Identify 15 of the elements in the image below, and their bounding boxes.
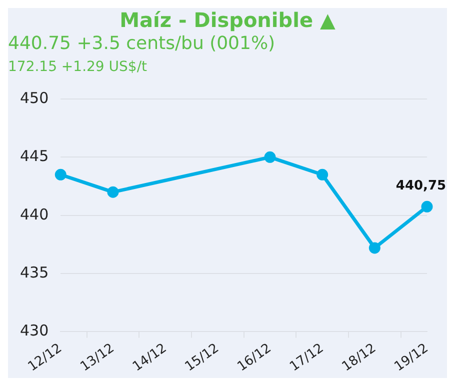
point <box>316 168 328 180</box>
y-tick-label: 445 <box>20 147 49 166</box>
point <box>54 168 66 180</box>
text: 172.15 +1.29 US$/t <box>8 58 148 77</box>
y-tick-label: 440 <box>20 205 49 224</box>
data-label: 440,75 <box>396 178 446 194</box>
y-tick-label: 430 <box>20 322 49 340</box>
chart-title: Maíz - Disponible ▲ <box>118 8 336 32</box>
point <box>107 186 119 198</box>
chart-subtitle: 440.75 +3.5 cents/bu (001%) <box>8 32 276 56</box>
y-tick-label: 450 <box>20 88 49 107</box>
point <box>368 242 380 254</box>
point <box>264 151 276 163</box>
point <box>421 200 433 212</box>
y-tick-label: 435 <box>20 263 49 282</box>
